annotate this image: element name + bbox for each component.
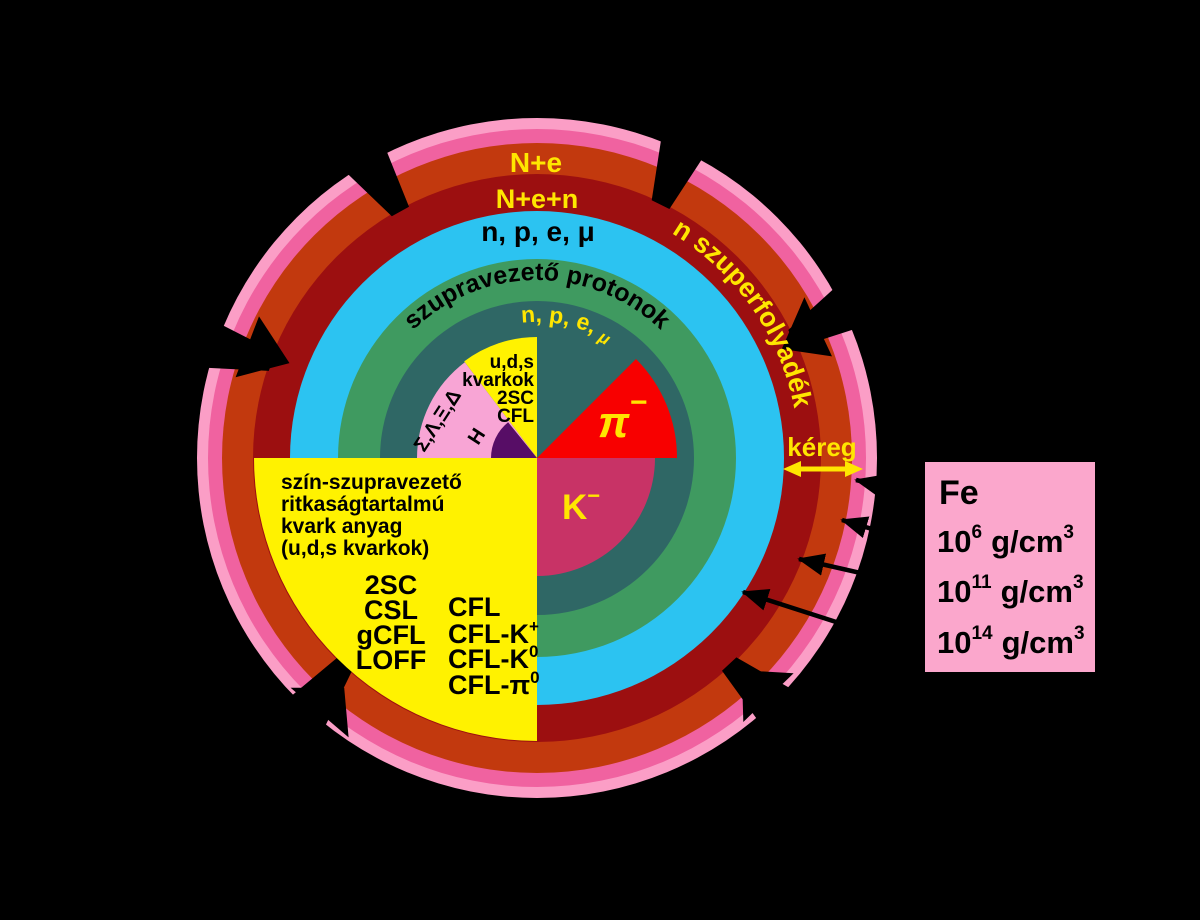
phase-left-1: 2SC — [365, 570, 418, 600]
quark-quadrant-labels: szín-szupravezető ritkaságtartalmú kvark… — [281, 471, 540, 700]
phase-left-2: CSL — [364, 595, 418, 625]
phase-right-1: CFL — [448, 592, 500, 622]
density-row-1: 106 g/cm3 — [937, 522, 1074, 559]
quark-description-line-1: szín-szupravezető — [281, 471, 462, 494]
pion-label: π− — [598, 386, 647, 447]
density-legend-texts: Fe 106 g/cm3 1011 g/cm3 1014 g/cm3 — [937, 474, 1085, 660]
crust-width-double-arrow-icon — [783, 461, 863, 477]
kaon-label: K− — [562, 483, 600, 527]
quark-description-line-2: ritkaságtartalmú — [281, 493, 444, 516]
phase-right-2: CFL-K+ — [448, 617, 539, 649]
uds-wedge-label-3: 2SC — [497, 388, 534, 409]
crust-width-label: kéreg — [787, 432, 856, 462]
color-superconducting-quark-quadrant — [254, 458, 537, 741]
density-arrow-core-boundary — [741, 589, 921, 652]
crack-arrowhead-bottom-left-icon — [290, 687, 349, 738]
uds-wedge-label-1: u,d,s — [490, 352, 534, 373]
density-arrow-surface — [854, 474, 913, 497]
uds-wedge-label-2: kvarkok — [462, 370, 534, 391]
density-legend-box — [925, 462, 1095, 672]
kaon-condensate-sector — [537, 458, 655, 576]
uds-wedge-label-4: CFL — [497, 406, 534, 427]
quark-description-line-4: (u,d,s kvarkok) — [281, 537, 429, 560]
phase-right-4: CFL-π0 — [448, 668, 540, 700]
outer-core-label: n, p, e, μ — [481, 216, 595, 247]
pion-condensate-wedge — [537, 359, 677, 458]
density-arrow-inner-crust — [797, 553, 919, 589]
density-row-2: 1011 g/cm3 — [937, 572, 1084, 609]
exotic-phase-wedges — [254, 337, 677, 741]
quark-description-line-3: kvark anyag — [281, 515, 402, 538]
phase-left-4: LOFF — [356, 645, 426, 675]
inner-crust-label: N+e+n — [496, 184, 579, 214]
crust-crack-notches — [198, 131, 862, 738]
phase-right-3: CFL-K0 — [448, 642, 538, 674]
h-dibaryon-wedge — [491, 422, 537, 458]
density-pointer-arrows — [741, 474, 921, 652]
density-arrow-outer-crust — [840, 516, 913, 544]
crack-notch-top-right — [651, 131, 707, 209]
phase-left-3: gCFL — [357, 620, 426, 650]
crack-arrowhead-right-icon — [781, 297, 832, 357]
density-row-3: 1014 g/cm3 — [937, 623, 1085, 660]
crack-arrowhead-bottom-right-icon — [741, 670, 794, 722]
crack-arrowhead-left-icon — [235, 316, 290, 378]
uds-quark-wedge — [464, 337, 537, 458]
element-label: Fe — [939, 474, 979, 512]
crack-notch-top-left — [341, 143, 409, 217]
outer-crust-label: N+e — [510, 147, 562, 178]
